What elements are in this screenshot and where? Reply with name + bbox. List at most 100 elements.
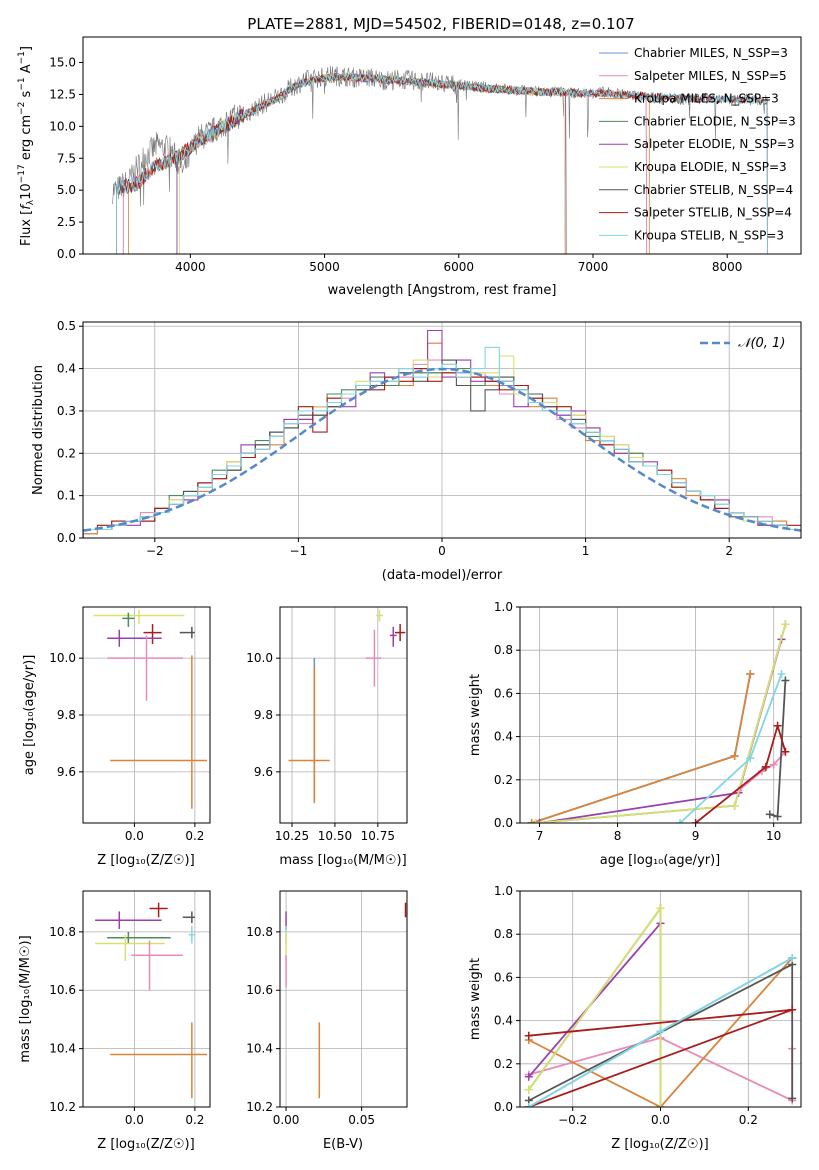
plot-area <box>93 609 207 809</box>
y-tick-label: 10.8 <box>49 925 76 939</box>
y-tick-label: 2.5 <box>57 215 76 229</box>
mass-vs-ebv-frame <box>279 890 408 1108</box>
spectrum-ylabel: Flux [fλ10−17 erg cm−2 s−1 A−1] <box>17 46 36 246</box>
y-tick-label: 10.2 <box>246 1100 273 1114</box>
spectrum-axes-frame <box>82 36 802 255</box>
mass-weight-point <box>773 721 782 730</box>
x-tick-label: −1 <box>290 544 308 558</box>
y-tick-label: 0.8 <box>494 643 513 657</box>
y-tick-label: 9.8 <box>57 708 76 722</box>
x-tick-label: 7 <box>536 829 544 843</box>
legend-label: Salpeter MILES, N_SSP=5 <box>634 69 787 83</box>
mass-weight-line <box>528 905 662 1107</box>
mass-weight-point <box>781 676 790 685</box>
y-tick-label: 9.6 <box>254 765 273 779</box>
mass-weight-point <box>765 810 774 819</box>
mass-vs-metallicity-frame <box>82 890 211 1108</box>
plot-area <box>524 904 797 1107</box>
plot-area <box>288 609 406 804</box>
mass-weight-point <box>656 904 665 913</box>
y-tick-label: 0.1 <box>57 489 76 503</box>
residuals-ylabel: Normed distribution <box>31 365 46 495</box>
y-tick-label: 0.2 <box>494 1057 513 1071</box>
age-vs-metallicity-panel: Z [log₁₀(Z/Z☉)] age [log₁₀(age/yr)] 0.0 0… <box>22 606 211 868</box>
legend-label: Kroupa MILES, N_SSP=3 <box>634 92 779 106</box>
mass-weight-point <box>524 1085 533 1094</box>
age-vs-mass-panel: mass [log₁₀(M/M☉)] 10.25 10.50 10.75 9.6 9.8… <box>246 606 408 868</box>
mass-weight-point <box>773 812 782 821</box>
y-tick-label: 0.5 <box>57 319 76 333</box>
y-tick-label: 10.0 <box>246 651 273 665</box>
mass-weight-line <box>531 673 752 823</box>
mass-weight-vs-metallicity-ylabel: mass weight <box>468 958 483 1040</box>
mass-weight-point <box>691 819 700 823</box>
residuals-axes-frame <box>82 321 802 539</box>
x-tick-label: 0 <box>438 544 446 558</box>
mass-weight-point <box>656 1027 665 1036</box>
mass-weight-point <box>656 1103 665 1107</box>
y-tick-label: 0.3 <box>57 404 76 418</box>
x-tick-label: 5000 <box>309 260 340 274</box>
y-tick-label: 1.0 <box>494 884 513 898</box>
spectrum-panel: wavelength [Angstrom, rest frame] Flux [… <box>17 36 802 298</box>
y-tick-label: 12.5 <box>49 87 76 101</box>
x-tick-label: 7000 <box>578 260 609 274</box>
y-tick-label: 1.0 <box>494 600 513 614</box>
age-vs-mass-xlabel: mass [log₁₀(M/M☉)] <box>279 853 406 868</box>
y-tick-label: 0.2 <box>57 446 76 460</box>
mass-vs-metallicity-ylabel: mass [log₁₀(M/M☉)] <box>18 935 33 1062</box>
x-tick-label: 0.0 <box>125 1113 144 1127</box>
mass-weight-point <box>769 760 778 769</box>
legend-label: Chabrier ELODIE, N_SSP=3 <box>634 114 796 128</box>
y-tick-label: 0.4 <box>57 362 76 376</box>
mass-vs-metallicity-panel: Z [log₁₀(Z/Z☉)] mass [log₁₀(M/M☉)] 0.0 0.… <box>18 890 211 1152</box>
age-vs-metallicity-ylabel: age [log₁₀(age/yr)] <box>22 655 37 776</box>
y-tick-label: 10.6 <box>246 983 273 997</box>
spectrum-xlabel: wavelength [Angstrom, rest frame] <box>328 283 557 298</box>
legend-label: Kroupa ELODIE, N_SSP=3 <box>634 160 787 174</box>
mass-weight-vs-age-panel: age [log₁₀(age/yr)] mass weight 7 8 9 10 0.0… <box>468 600 802 868</box>
age-vs-metallicity-frame <box>82 606 211 824</box>
y-tick-label: 7.5 <box>57 151 76 165</box>
mass-weight-point <box>535 819 544 823</box>
legend-label: Chabrier STELIB, N_SSP=4 <box>634 183 793 197</box>
y-tick-label: 10.6 <box>49 983 76 997</box>
mass-weight-line <box>528 957 793 1107</box>
residual-histogram-line <box>83 346 801 538</box>
model-spectrum-line <box>122 73 648 254</box>
mass-weight-point <box>524 1072 533 1081</box>
y-tick-label: 9.8 <box>254 708 273 722</box>
x-tick-label: 0.0 <box>125 829 144 843</box>
spectrum-legend: Chabrier MILES, N_SSP=3 Salpeter MILES, N… <box>599 46 796 242</box>
mass-weight-point <box>781 620 790 629</box>
mass-weight-vs-metallicity-panel: Z [log₁₀(Z/Z☉)] mass weight −0.2 0.0 0.2 0.… <box>468 884 802 1152</box>
y-tick-label: 10.2 <box>49 1100 76 1114</box>
mass-weight-vs-metallicity-frame <box>519 890 802 1108</box>
plot-area <box>285 902 407 1099</box>
figure-title: PLATE=2881, MJD=54502, FIBERID=0148, z=0… <box>247 15 634 33</box>
mass-weight-line <box>535 624 787 823</box>
residuals-panel: (data-model)/error Normed distribution −… <box>31 319 802 583</box>
y-tick-label: 0.8 <box>494 927 513 941</box>
y-tick-label: 10.0 <box>49 119 76 133</box>
legend-label: Salpeter STELIB, N_SSP=4 <box>634 206 792 220</box>
mass-weight-line <box>535 624 787 823</box>
mass-weight-point <box>761 762 770 771</box>
x-tick-label: 8 <box>614 829 622 843</box>
x-tick-label: 0.2 <box>185 1113 204 1127</box>
y-tick-label: 15.0 <box>49 56 76 70</box>
x-tick-label: 0.0 <box>651 1113 670 1127</box>
legend-label: Kroupa STELIB, N_SSP=3 <box>634 228 784 242</box>
legend-label: 𝒩(0, 1) <box>738 336 785 351</box>
y-tick-label: 5.0 <box>57 183 76 197</box>
plot-area <box>527 620 790 823</box>
mass-weight-point <box>781 747 790 756</box>
mass-weight-line <box>695 722 787 823</box>
y-tick-label: 0.4 <box>494 730 513 744</box>
model-spectrum-line <box>179 71 566 254</box>
y-tick-label: 0.0 <box>57 531 76 545</box>
mass-weight-line <box>738 751 787 792</box>
model-spectrum-line <box>176 72 567 254</box>
x-tick-label: 4000 <box>175 260 206 274</box>
